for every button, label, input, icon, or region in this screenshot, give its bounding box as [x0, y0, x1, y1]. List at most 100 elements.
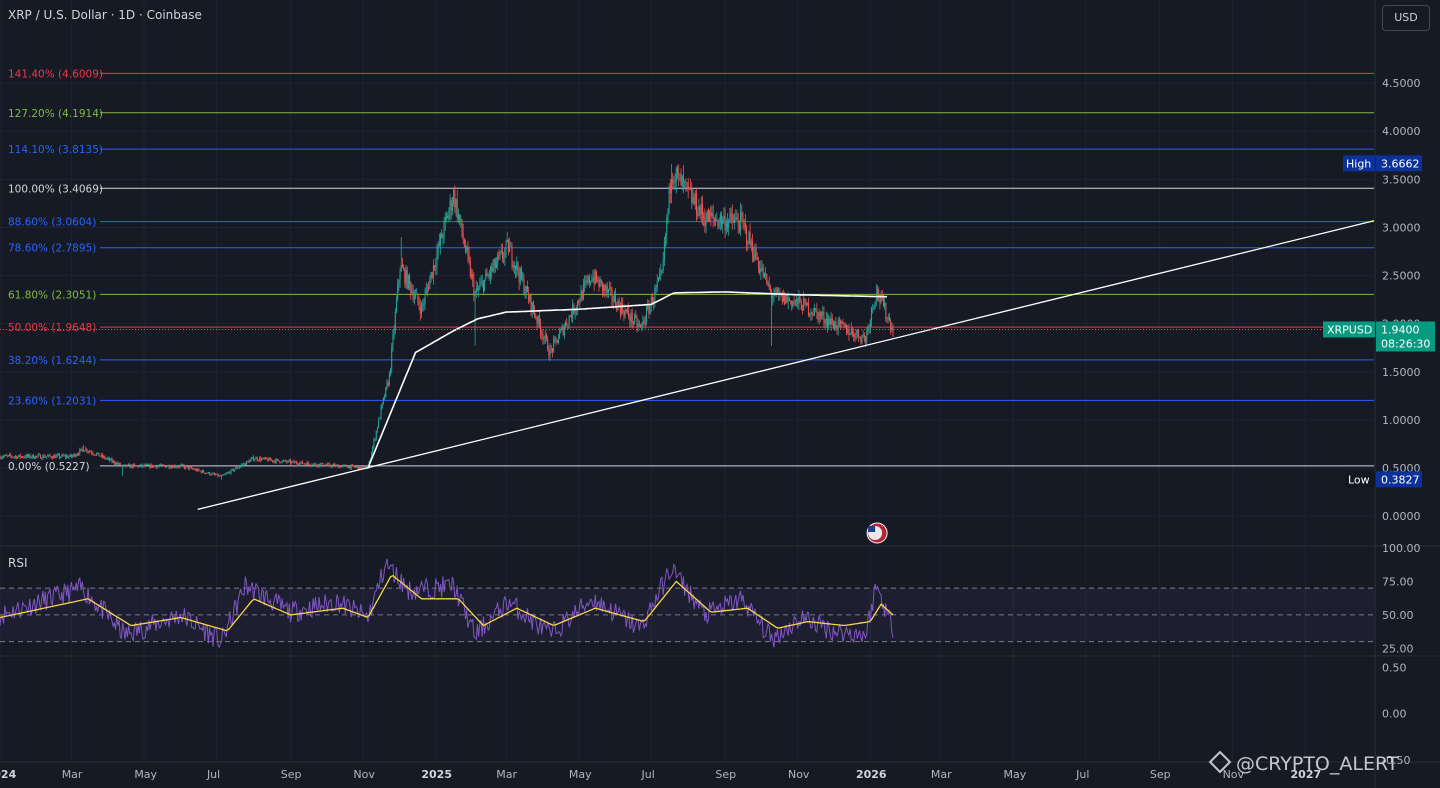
candle-body — [557, 338, 559, 343]
candle-body — [487, 274, 489, 277]
candle-body — [603, 285, 605, 291]
candle-body — [701, 204, 703, 216]
candle-body — [479, 284, 481, 289]
candle-body — [849, 334, 851, 336]
candle-body — [134, 464, 136, 466]
price-axis-label: 3.5000 — [1382, 173, 1421, 186]
candle-body — [347, 466, 349, 469]
candle-body — [854, 337, 856, 339]
candle-body — [195, 469, 197, 471]
time-axis-label: Sep — [1150, 768, 1171, 781]
candle-body — [694, 193, 696, 204]
candle-body — [666, 218, 668, 236]
candle-body — [663, 241, 665, 260]
candle-body — [873, 306, 875, 308]
candle-body — [478, 288, 480, 290]
candle-body — [724, 215, 726, 230]
candle-body — [378, 418, 380, 428]
candle-body — [17, 456, 19, 459]
candle-body — [541, 333, 543, 335]
candle-body — [110, 458, 112, 461]
candle-body — [394, 311, 396, 330]
candle-body — [403, 267, 405, 270]
candle-body — [642, 320, 644, 324]
candle-body — [391, 346, 393, 369]
candle-body — [503, 257, 505, 259]
candle-body — [636, 317, 638, 328]
candle-body — [120, 465, 122, 467]
fib-level-label: 38.20% (1.6244) — [8, 355, 96, 367]
candle-body — [656, 281, 658, 288]
candle-body — [718, 222, 720, 227]
candle-body — [646, 307, 648, 322]
price-axis-label: 2.5000 — [1382, 270, 1421, 283]
candle-body — [809, 314, 811, 316]
candle-body — [571, 316, 573, 318]
candle-body — [454, 189, 456, 208]
candle-body — [831, 318, 833, 324]
currency-button[interactable]: USD — [1382, 5, 1430, 31]
candle-body — [10, 454, 12, 457]
candle-body — [415, 293, 417, 297]
price-axis-label: 3.0000 — [1382, 221, 1421, 234]
candle-body — [80, 448, 82, 450]
candle-body — [738, 226, 740, 231]
candle-body — [834, 321, 836, 329]
candle-body — [190, 467, 192, 469]
candle-body — [447, 216, 449, 219]
candle-body — [769, 286, 771, 292]
ascending-trendline[interactable] — [197, 220, 1375, 511]
price-axis-label: 0.0000 — [1382, 510, 1421, 523]
last-price-value: 1.9400 — [1381, 323, 1420, 336]
candle-body — [275, 459, 277, 463]
candle-body — [343, 465, 345, 466]
candle-body — [250, 458, 252, 460]
candle-body — [874, 301, 876, 307]
candle-body — [299, 462, 301, 465]
candle-body — [525, 286, 527, 293]
candle-body — [665, 235, 667, 242]
candle-body — [201, 470, 203, 473]
candle-body — [78, 454, 80, 455]
candle-body — [167, 465, 169, 467]
candle-body — [282, 460, 284, 462]
candle-body — [565, 322, 567, 328]
candle-body — [641, 323, 643, 327]
candle-body — [491, 267, 493, 272]
candle-body — [554, 338, 556, 341]
candle-body — [786, 295, 788, 302]
candle-body — [715, 219, 717, 222]
candle-body — [616, 305, 618, 311]
candle-body — [303, 463, 305, 465]
candle-body — [218, 475, 220, 477]
candle-body — [56, 454, 58, 456]
candle-body — [524, 292, 526, 294]
candle-body — [429, 278, 431, 290]
candle-body — [85, 448, 87, 451]
candle-body — [153, 465, 155, 468]
candle-body — [416, 293, 418, 295]
candle-body — [766, 273, 768, 284]
candle-body — [618, 300, 620, 305]
candle-body — [238, 466, 240, 468]
candle-body — [753, 254, 755, 261]
candle-body — [312, 463, 314, 466]
candle-body — [631, 312, 633, 324]
candle-body — [574, 310, 576, 314]
candle-body — [499, 251, 501, 256]
logo-diamond — [1208, 750, 1232, 774]
candle-body — [746, 226, 748, 243]
candle-body — [538, 315, 540, 325]
candles — [0, 163, 894, 480]
candle-body — [629, 317, 631, 322]
candle-body — [254, 459, 256, 461]
candle-body — [692, 197, 694, 203]
candle-body — [737, 219, 739, 227]
candle-body — [149, 464, 151, 468]
candle-body — [257, 460, 259, 462]
candle-body — [338, 465, 340, 468]
candle-body — [530, 294, 532, 312]
candle-body — [161, 464, 163, 466]
symbol-tag — [1323, 321, 1375, 338]
